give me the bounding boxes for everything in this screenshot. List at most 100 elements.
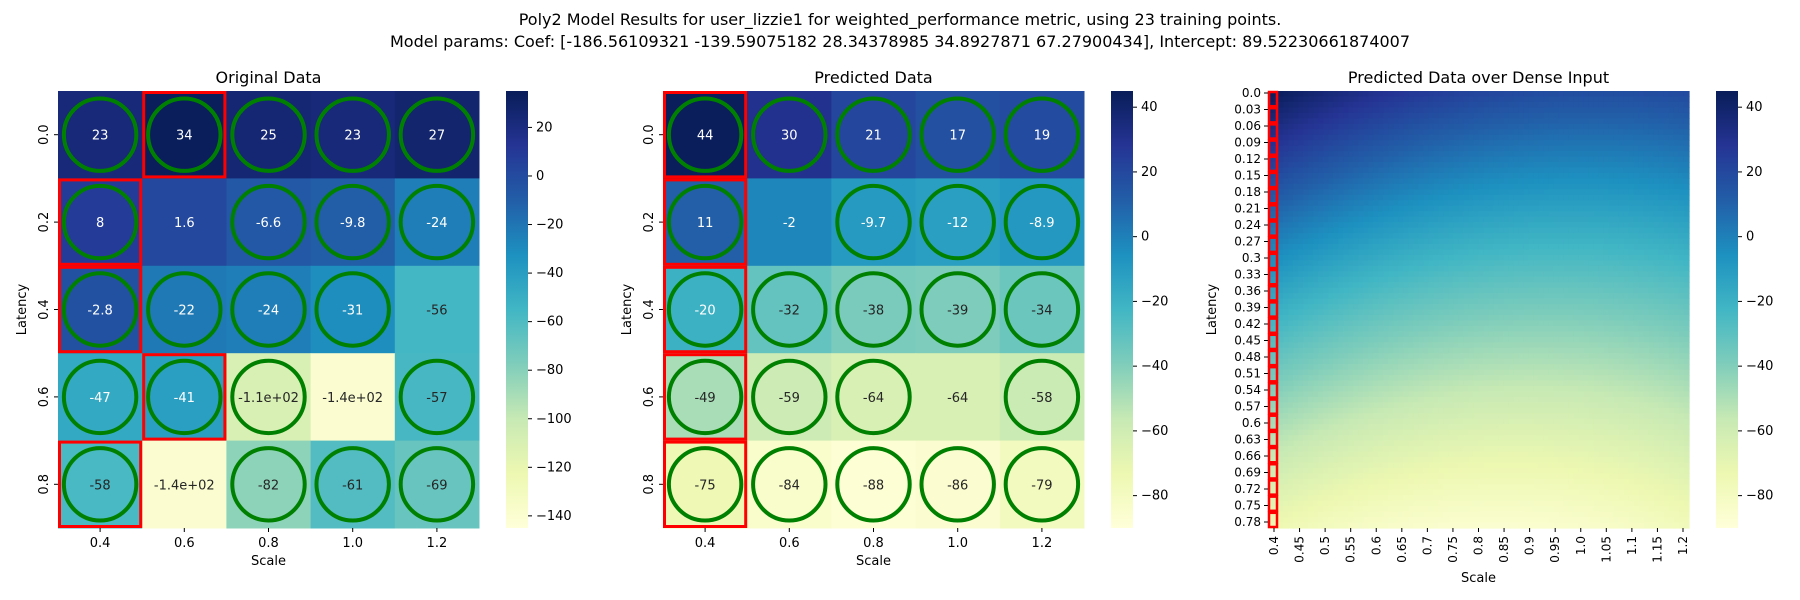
dense-heatmap-cell xyxy=(1433,353,1440,360)
dense-heatmap-cell xyxy=(1658,282,1665,289)
dense-heatmap-cell xyxy=(1303,287,1309,294)
dense-heatmap-cell xyxy=(1473,265,1480,272)
dense-heatmap-cell xyxy=(1593,233,1600,240)
dense-heatmap-cell xyxy=(1638,293,1645,300)
dense-heatmap-cell xyxy=(1318,385,1324,393)
dense-heatmap-cell xyxy=(1468,134,1475,141)
dense-heatmap-cell xyxy=(1393,112,1399,119)
dense-heatmap-cell xyxy=(1428,391,1434,398)
dense-heatmap-cell xyxy=(1298,364,1304,371)
dense-heatmap-cell xyxy=(1388,151,1394,158)
dense-heatmap-cell xyxy=(1608,353,1615,360)
dense-heatmap-cell xyxy=(1533,320,1540,327)
dense-heatmap-cell xyxy=(1468,325,1475,332)
dense-heatmap-cell xyxy=(1638,369,1645,376)
dense-heatmap-cell xyxy=(1433,265,1440,272)
dense-heatmap-cell xyxy=(1298,96,1304,103)
dense-heatmap-cell xyxy=(1408,282,1414,289)
training-point-circle xyxy=(1003,358,1081,436)
dense-heatmap-cell xyxy=(1378,380,1384,387)
dense-heatmap-cell xyxy=(1433,249,1440,256)
dense-heatmap-cell xyxy=(1363,101,1369,108)
dense-heatmap-cell xyxy=(1453,200,1460,207)
dense-heatmap-cell xyxy=(1298,194,1304,201)
dense-heatmap-cell xyxy=(1358,238,1364,245)
dense-heatmap-cell xyxy=(1513,293,1520,300)
dense-heatmap-cell xyxy=(1453,129,1460,136)
dense-heatmap-cell xyxy=(1308,293,1314,300)
colorbar-tick-label: 20 xyxy=(536,120,553,135)
dense-heatmap-cell xyxy=(1368,287,1374,294)
dense-heatmap-cell xyxy=(1588,243,1595,251)
dense-heatmap-cell xyxy=(1373,320,1379,327)
dense-heatmap-cell xyxy=(1618,260,1625,267)
dense-heatmap-cell xyxy=(1288,167,1294,174)
dense-heatmap-cell xyxy=(1453,172,1460,179)
dense-heatmap-cell xyxy=(1338,391,1344,398)
dense-heatmap-cell xyxy=(1363,134,1369,141)
dense-heatmap-cell xyxy=(1648,293,1655,300)
dense-heatmap-cell xyxy=(1348,298,1354,305)
dense-heatmap-cell xyxy=(1338,200,1344,207)
dense-heatmap-cell xyxy=(1578,320,1585,327)
dense-heatmap-cell xyxy=(1348,101,1354,108)
dense-heatmap-cell xyxy=(1633,271,1640,278)
dense-heatmap-cell xyxy=(1343,129,1349,136)
dense-heatmap-cell xyxy=(1608,200,1615,207)
dense-heatmap-cell xyxy=(1513,364,1520,371)
dense-heatmap-cell xyxy=(1443,342,1450,349)
dense-heatmap-cell xyxy=(1558,369,1565,376)
dense-heatmap-cell xyxy=(1583,369,1590,376)
dense-heatmap-cell xyxy=(1328,396,1334,403)
dense-heatmap-cell xyxy=(1628,353,1635,360)
dense-heatmap-cell xyxy=(1638,265,1645,272)
dense-heatmap-cell xyxy=(1318,145,1324,152)
dense-heatmap-cell xyxy=(1408,194,1414,201)
dense-heatmap-cell xyxy=(1483,118,1490,125)
dense-heatmap-cell xyxy=(1578,369,1585,376)
dense-heatmap-cell xyxy=(1278,353,1284,360)
dense-heatmap-cell xyxy=(1323,347,1329,354)
dense-heatmap-cell xyxy=(1453,194,1460,201)
dense-heatmap-cell xyxy=(1673,243,1680,251)
dense-heatmap-cell xyxy=(1388,96,1394,103)
dense-heatmap-cell xyxy=(1613,145,1620,152)
dense-heatmap-cell xyxy=(1668,134,1675,141)
dense-heatmap-cell xyxy=(1653,205,1660,212)
dense-heatmap-cell xyxy=(1573,304,1580,311)
dense-heatmap-cell xyxy=(1678,265,1685,272)
dense-heatmap-cell xyxy=(1458,298,1465,305)
dense-heatmap-cell xyxy=(1438,134,1445,141)
dense-heatmap-cell xyxy=(1678,140,1685,147)
dense-heatmap-cell xyxy=(1588,391,1595,398)
dense-heatmap-cell xyxy=(1628,298,1635,305)
dense-heatmap-cell xyxy=(1593,282,1600,289)
dense-heatmap-cell xyxy=(1413,282,1419,289)
dense-heatmap-cell xyxy=(1383,391,1389,398)
dense-heatmap-cell xyxy=(1658,222,1665,229)
dense-heatmap-cell xyxy=(1283,200,1289,207)
dense-heatmap-cell xyxy=(1538,369,1545,376)
heatmap-cell xyxy=(999,91,1085,179)
dense-heatmap-cell xyxy=(1623,347,1630,354)
dense-heatmap-cell xyxy=(1568,358,1575,365)
dense-heatmap-cell xyxy=(1553,380,1560,387)
dense-heatmap-cell xyxy=(1663,369,1670,376)
dense-heatmap-cell xyxy=(1278,156,1284,163)
dense-heatmap-cell xyxy=(1383,314,1389,322)
dense-heatmap-cell xyxy=(1498,243,1505,251)
dense-heatmap-cell xyxy=(1393,183,1399,190)
dense-heatmap-cell xyxy=(1378,216,1384,223)
dense-heatmap-cell xyxy=(1283,123,1289,130)
dense-heatmap-cell xyxy=(1268,358,1274,365)
dense-heatmap-cell xyxy=(1433,342,1440,349)
dense-heatmap-cell xyxy=(1303,167,1309,174)
dense-heatmap-cell xyxy=(1483,227,1490,234)
dense-heatmap-cell xyxy=(1293,364,1299,371)
dense-heatmap-cell xyxy=(1503,238,1510,245)
dense-heatmap-cell xyxy=(1483,134,1490,141)
dense-heatmap-cell xyxy=(1563,222,1570,229)
dense-heatmap-cell xyxy=(1613,391,1620,398)
dense-heatmap-cell xyxy=(1528,254,1535,261)
dense-heatmap-cell xyxy=(1598,282,1605,289)
